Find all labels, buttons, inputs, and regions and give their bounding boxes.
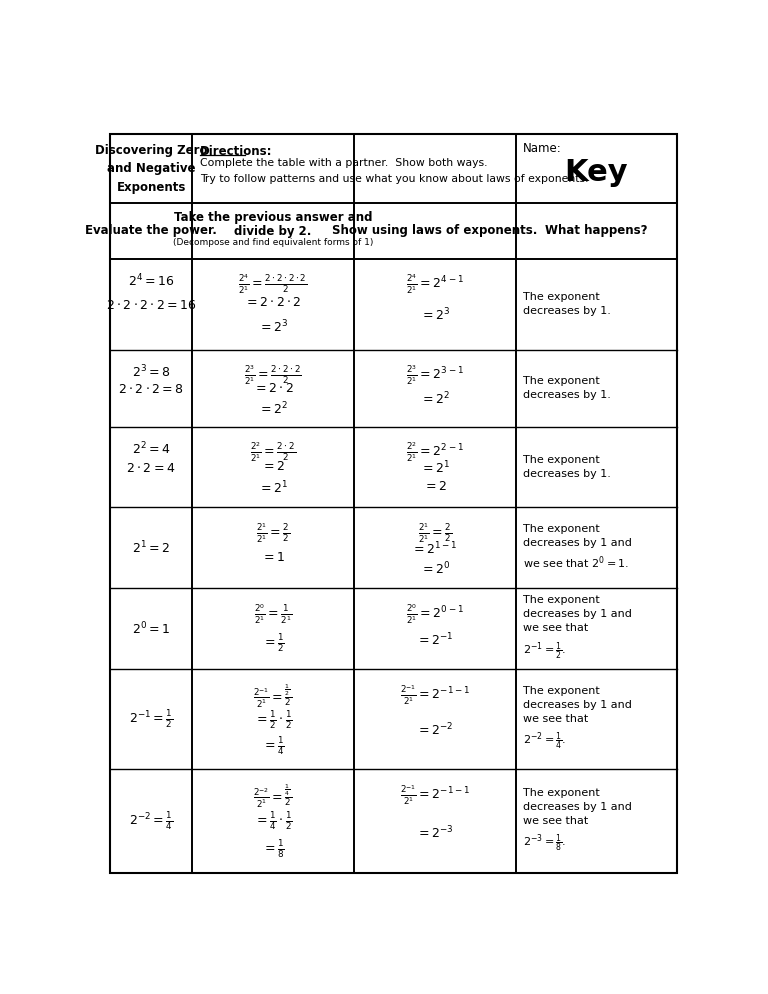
Text: $2^4 = 16$: $2^4 = 16$ [127, 272, 174, 289]
Text: $\frac{2^{-1}}{2^1} = \frac{\frac{1}{2}}{2}$: $\frac{2^{-1}}{2^1} = \frac{\frac{1}{2}}… [253, 683, 293, 711]
Text: $\frac{2^4}{2^1} = 2^{4-1}$: $\frac{2^4}{2^1} = 2^{4-1}$ [406, 272, 464, 296]
Text: $= \frac{1}{8}$: $= \frac{1}{8}$ [262, 838, 284, 860]
Text: $= \frac{1}{2}$: $= \frac{1}{2}$ [262, 632, 284, 654]
Text: $= 2$: $= 2$ [261, 460, 285, 473]
Text: $\frac{2^0}{2^1} = 2^{0-1}$: $\frac{2^0}{2^1} = 2^{0-1}$ [406, 602, 464, 625]
Text: $= \frac{1}{4}$: $= \frac{1}{4}$ [262, 736, 284, 757]
Text: $\frac{2^2}{2^1} = 2^{2-1}$: $\frac{2^2}{2^1} = 2^{2-1}$ [406, 440, 464, 464]
Text: and Negative: and Negative [107, 162, 195, 175]
Text: Exponents: Exponents [117, 181, 186, 194]
Text: The exponent
decreases by 1 and
we see that
$2^{-3} = \frac{1}{8}$.: The exponent decreases by 1 and we see t… [523, 788, 632, 855]
Text: $= \frac{1}{4} \cdot \frac{1}{2}$: $= \frac{1}{4} \cdot \frac{1}{2}$ [253, 810, 293, 832]
Text: $= 2^1$: $= 2^1$ [258, 480, 288, 496]
Text: $2 \cdot 2 \cdot 2 \cdot 2 = 16$: $2 \cdot 2 \cdot 2 \cdot 2 = 16$ [106, 299, 197, 312]
Text: $2^0 = 1$: $2^0 = 1$ [132, 620, 170, 637]
Text: $\frac{2^{-1}}{2^1} = 2^{-1-1}$: $\frac{2^{-1}}{2^1} = 2^{-1-1}$ [399, 783, 470, 806]
Text: Discovering Zero: Discovering Zero [94, 143, 207, 157]
Text: $2^{-2} = \frac{1}{4}$: $2^{-2} = \frac{1}{4}$ [129, 810, 174, 832]
Text: (Decompose and find equivalent forms of 1): (Decompose and find equivalent forms of … [173, 238, 373, 247]
Text: $= 2$: $= 2$ [422, 480, 447, 493]
Text: $= 2^3$: $= 2^3$ [419, 307, 450, 324]
Text: $2^2 = 4$: $2^2 = 4$ [132, 440, 170, 457]
Text: The exponent
decreases by 1.: The exponent decreases by 1. [523, 455, 611, 479]
Text: Directions:: Directions: [200, 145, 273, 158]
Text: What happens?: What happens? [545, 225, 647, 238]
Text: Name:: Name: [523, 141, 562, 155]
Text: Take the previous answer and: Take the previous answer and [174, 211, 372, 224]
Text: Evaluate the power.: Evaluate the power. [85, 225, 217, 238]
Text: divide by 2.: divide by 2. [234, 225, 312, 238]
Text: $\frac{2^{-2}}{2^1} = \frac{\frac{1}{4}}{2}$: $\frac{2^{-2}}{2^1} = \frac{\frac{1}{4}}… [253, 783, 293, 810]
Text: $= 2^0$: $= 2^0$ [419, 561, 450, 578]
Text: $= 2^2$: $= 2^2$ [420, 391, 450, 408]
Text: $= 2^1$: $= 2^1$ [419, 460, 450, 477]
Text: $= 1$: $= 1$ [261, 551, 285, 564]
Text: $2^1 = 2$: $2^1 = 2$ [132, 540, 170, 556]
Text: $\frac{2^{-1}}{2^1} = 2^{-1-1}$: $\frac{2^{-1}}{2^1} = 2^{-1-1}$ [399, 683, 470, 707]
Text: The exponent
decreases by 1 and
we see that $2^0 = 1$.: The exponent decreases by 1 and we see t… [523, 524, 632, 572]
Text: $= 2^{-1}$: $= 2^{-1}$ [416, 632, 453, 648]
Text: $= 2^{-2}$: $= 2^{-2}$ [416, 723, 453, 739]
Text: $= 2^3$: $= 2^3$ [258, 319, 288, 335]
Text: $= \frac{1}{2} \cdot \frac{1}{2}$: $= \frac{1}{2} \cdot \frac{1}{2}$ [253, 709, 293, 731]
Text: The exponent
decreases by 1 and
we see that
$2^{-2} = \frac{1}{4}$.: The exponent decreases by 1 and we see t… [523, 686, 632, 752]
Text: $= 2 \cdot 2 \cdot 2$: $= 2 \cdot 2 \cdot 2$ [244, 295, 302, 308]
Text: $\frac{2^0}{2^1} = \frac{1}{2^1}$: $\frac{2^0}{2^1} = \frac{1}{2^1}$ [253, 602, 293, 625]
Text: $\frac{2^1}{2^1} = \frac{2}{2}$: $\frac{2^1}{2^1} = \frac{2}{2}$ [418, 521, 452, 545]
Text: $\frac{2^2}{2^1} = \frac{2 \cdot 2}{2}$: $\frac{2^2}{2^1} = \frac{2 \cdot 2}{2}$ [250, 440, 296, 464]
Text: $= 2 \cdot 2$: $= 2 \cdot 2$ [253, 382, 293, 395]
Text: Complete the table with a partner.  Show both ways.: Complete the table with a partner. Show … [200, 158, 488, 168]
Text: $2 \cdot 2 = 4$: $2 \cdot 2 = 4$ [127, 462, 176, 475]
Text: $2 \cdot 2 \cdot 2 = 8$: $2 \cdot 2 \cdot 2 = 8$ [118, 383, 184, 396]
Text: $= 2^{1-1}$: $= 2^{1-1}$ [412, 541, 458, 558]
Text: $\frac{2^3}{2^1} = \frac{2 \cdot 2 \cdot 2}{2}$: $\frac{2^3}{2^1} = \frac{2 \cdot 2 \cdot… [244, 364, 302, 387]
Text: $2^{-1} = \frac{1}{2}$: $2^{-1} = \frac{1}{2}$ [129, 708, 174, 730]
Text: Try to follow patterns and use what you know about laws of exponents.: Try to follow patterns and use what you … [200, 174, 588, 184]
Text: The exponent
decreases by 1 and
we see that
$2^{-1} = \frac{1}{2}$.: The exponent decreases by 1 and we see t… [523, 595, 632, 662]
Text: The exponent
decreases by 1.: The exponent decreases by 1. [523, 376, 611, 400]
Text: $= 2^{-3}$: $= 2^{-3}$ [416, 824, 454, 841]
Text: $2^3 = 8$: $2^3 = 8$ [132, 364, 170, 380]
Text: $\frac{2^4}{2^1} = \frac{2 \cdot 2 \cdot 2 \cdot 2}{2}$: $\frac{2^4}{2^1} = \frac{2 \cdot 2 \cdot… [238, 272, 308, 296]
Text: $\frac{2^1}{2^1} = \frac{2}{2}$: $\frac{2^1}{2^1} = \frac{2}{2}$ [256, 521, 290, 545]
Text: Show using laws of exponents.: Show using laws of exponents. [332, 225, 538, 238]
Text: $= 2^2$: $= 2^2$ [258, 401, 288, 416]
Text: Key: Key [564, 158, 628, 187]
Text: The exponent
decreases by 1.: The exponent decreases by 1. [523, 292, 611, 316]
Text: $\frac{2^3}{2^1} = 2^{3-1}$: $\frac{2^3}{2^1} = 2^{3-1}$ [406, 364, 464, 387]
